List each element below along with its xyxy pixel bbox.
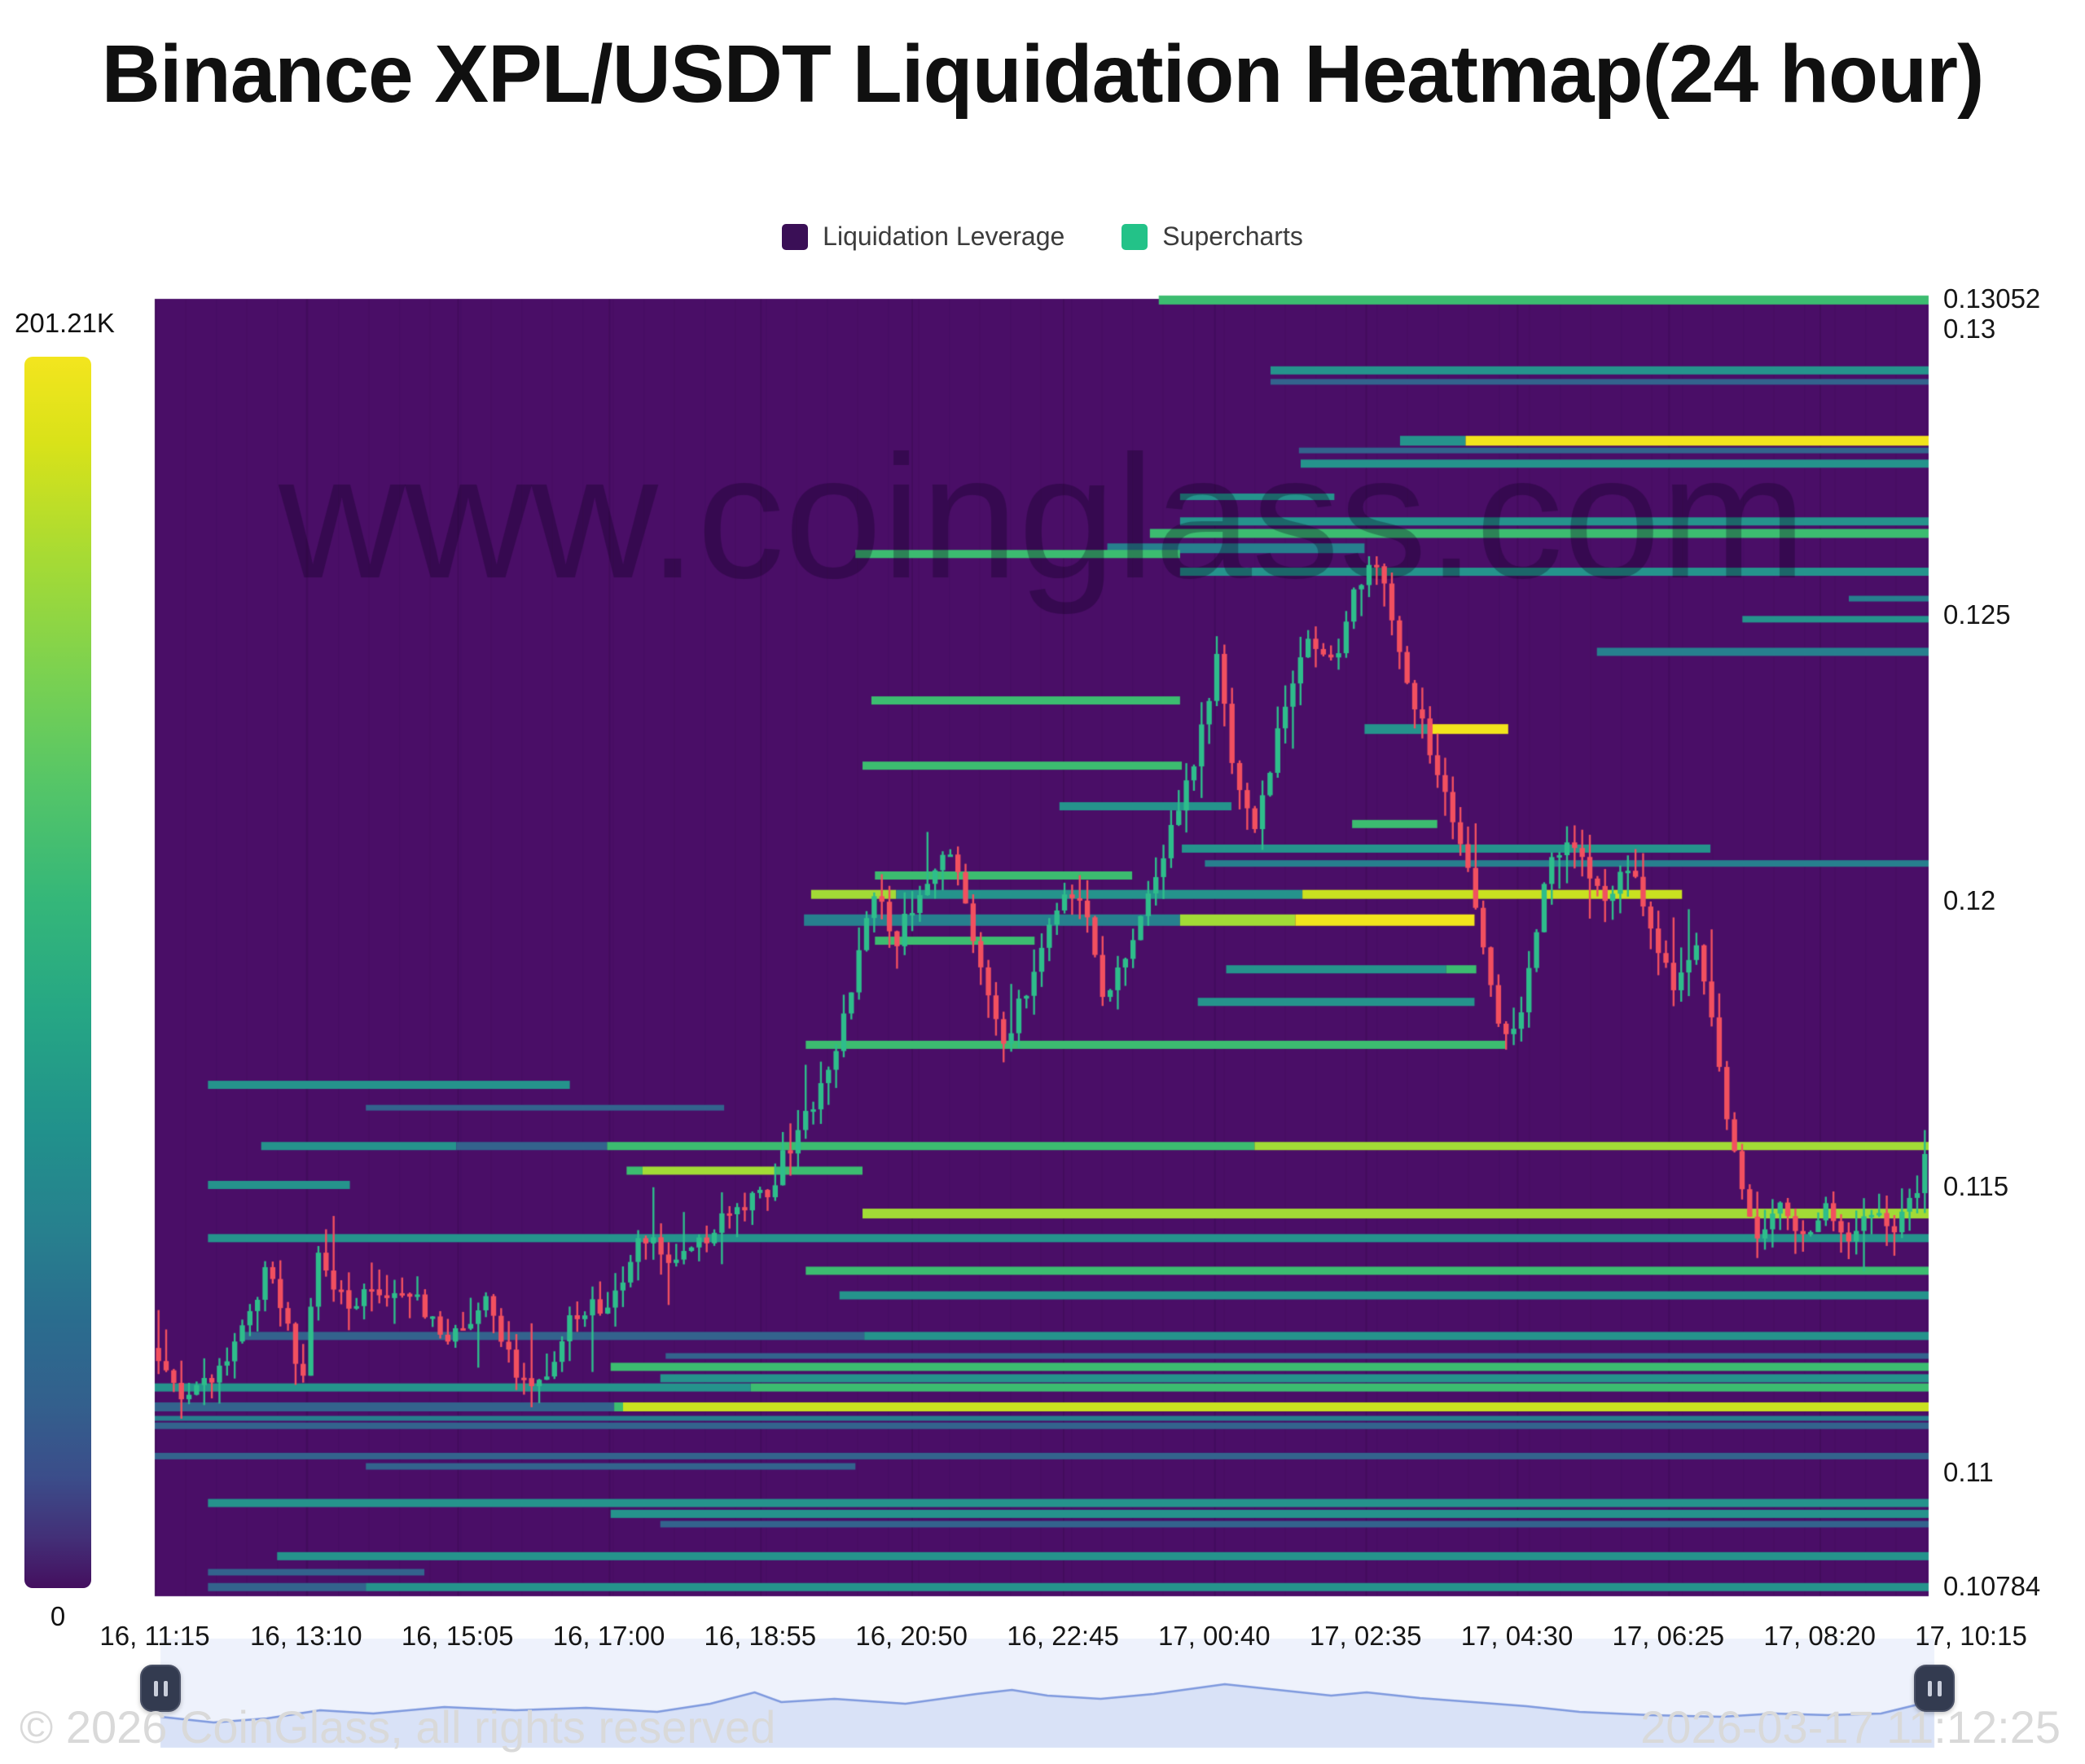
x-axis-label: 16, 22:45: [1007, 1621, 1119, 1651]
y-axis-label: 0.13: [1943, 313, 1996, 344]
pause-icon: [163, 1680, 168, 1696]
pause-icon: [1927, 1680, 1932, 1696]
x-axis-label: 17, 04:30: [1460, 1621, 1574, 1651]
y-axis-label: 0.11: [1943, 1457, 1994, 1488]
x-axis-label: 17, 08:20: [1763, 1621, 1876, 1651]
x-axis-label: 16, 15:05: [401, 1621, 514, 1651]
x-axis-label: 16, 17:00: [552, 1621, 665, 1651]
x-axis-label: 16, 20:50: [855, 1621, 968, 1651]
navigator-right-handle[interactable]: [1914, 1665, 1955, 1712]
pause-icon: [1937, 1680, 1942, 1696]
y-axis-label: 0.125: [1943, 599, 2011, 630]
x-axis-label: 17, 02:35: [1309, 1621, 1422, 1651]
navigator-left-handle[interactable]: [140, 1665, 181, 1712]
y-axis-label: 0.12: [1943, 884, 1996, 915]
x-axis-label: 17, 00:40: [1158, 1621, 1271, 1651]
timestamp-text: 2026-03-17 11:12:25: [1640, 1701, 2061, 1753]
x-axis-label: 16, 13:10: [250, 1621, 362, 1651]
y-axis-label: 0.13052: [1943, 283, 2041, 314]
y-axis-label: 0.10784: [1943, 1571, 2041, 1601]
x-axis-label: 17, 06:25: [1612, 1621, 1725, 1651]
x-axis-label: 16, 11:15: [99, 1621, 210, 1651]
copyright-text: © 2026 CoinGlass, all rights reserved: [20, 1701, 776, 1753]
x-axis-label: 17, 10:15: [1915, 1621, 2027, 1651]
y-axis-label: 0.115: [1943, 1171, 2009, 1202]
pause-icon: [153, 1680, 158, 1696]
x-axis-label: 16, 18:55: [704, 1621, 817, 1651]
